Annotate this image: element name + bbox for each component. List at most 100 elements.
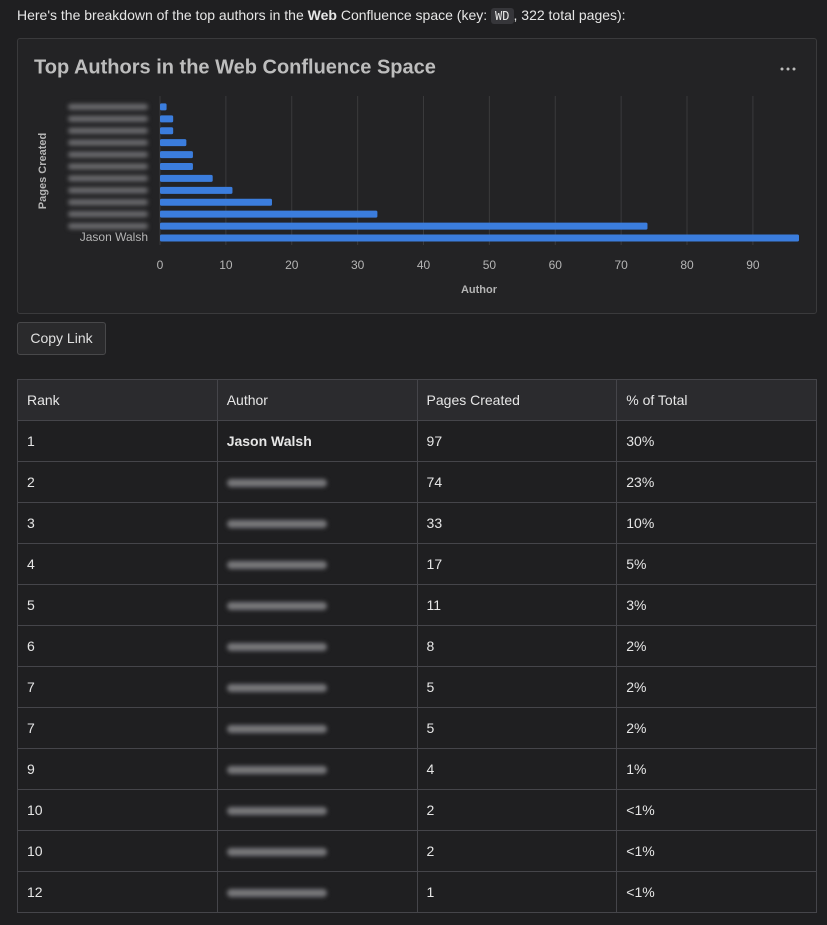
cell-text: 2% [626,638,647,654]
cell-text: 9 [27,761,35,777]
blurred-label [68,211,148,218]
blurred-text [226,561,327,570]
table-cell: 23% [616,461,817,503]
x-axis-label: Author [461,284,498,296]
blurred-label [68,115,148,122]
intro-part: Here's the breakdown of the top authors … [17,7,308,23]
table-row: 7 5 2% [17,666,817,708]
y-tick-label: Jason Walsh [80,230,148,244]
cell-text: 10 [27,843,43,859]
table-row: 6 8 2% [17,625,817,667]
table-cell: 74 [416,461,618,503]
table-cell: 8 [416,625,618,667]
table-cell: 3 [17,502,218,544]
table-cell: 2 [17,461,218,503]
table-cell: 2% [616,625,817,667]
intro-text: Here's the breakdown of the top authors … [17,7,626,24]
blurred-label [68,175,148,182]
table-cell [216,871,418,913]
bar [160,174,213,182]
table-cell: 10 [17,789,218,831]
x-tick-label: 70 [614,258,628,272]
table-cell: <1% [616,871,817,913]
x-tick-label: 40 [417,258,431,272]
bar [160,103,167,111]
table-cell [216,707,418,749]
cell-text: 1 [426,884,435,900]
table-cell: 11 [416,584,618,626]
x-tick-label: 20 [285,258,299,272]
table-row: 7 5 2% [17,707,817,749]
chart: Top Authors in the Web Confluence Space … [34,56,799,296]
table-cell: 1 [416,871,618,913]
table-row: 3 33 10% [17,502,817,544]
table-row: 2 74 23% [17,461,817,503]
table-cell [216,666,418,708]
table-cell: 2 [416,789,618,831]
cell-text: 1 [27,433,35,449]
table-cell: 5 [416,666,618,708]
bar [160,151,193,159]
cell-text: 2 [426,802,435,818]
blurred-label [68,199,148,206]
x-tick-label: 60 [549,258,563,272]
cell-text: 74 [426,474,443,490]
table-cell: 5 [416,707,618,749]
x-tick-label: 0 [157,258,164,272]
cell-text: 2% [626,720,647,736]
blurred-label [68,127,148,134]
table-cell: 2% [616,666,817,708]
table-row: 12 1 <1% [17,871,817,913]
cell-text: 6 [27,638,35,654]
intro-part: Confluence space (key: [336,7,492,23]
bar [160,163,193,170]
menu-icon[interactable] [780,67,796,71]
table-cell: 17 [416,543,618,585]
table-cell [216,748,418,790]
table-cell: 7 [17,666,218,708]
table-row: 1 Jason Walsh 97 30% [17,420,817,462]
cell-text: 8 [426,638,435,654]
blurred-label [68,151,148,158]
table-cell: Jason Walsh [216,420,418,462]
table: Rank Author Pages Created% of Total 1 Jason … [17,379,817,913]
x-tick-label: 80 [680,258,694,272]
table-cell [216,830,418,872]
table-cell [216,789,418,831]
blurred-text [226,643,327,652]
table-cell: 4 [416,748,618,790]
cell-text: 5 [426,720,435,736]
table-body: 1 Jason Walsh 97 30% 2 74 23% 3 33 10% 4 17 5% 5 11 3% 6… [17,420,817,913]
table-cell: 9 [17,748,218,790]
table-cell: 4 [17,543,218,585]
bar [160,222,648,230]
column-header: Pages Created [416,379,618,421]
cell-text: 11 [426,597,442,613]
blurred-text [226,848,327,857]
blurred-label [68,187,148,194]
blurred-text [226,520,327,529]
table-cell: 3% [616,584,817,626]
blurred-label [68,223,148,230]
table-cell: 2% [616,707,817,749]
table-cell: 12 [17,871,218,913]
cell-text: 7 [27,679,35,695]
intro-bold: Web [307,7,337,23]
blurred-text [226,479,327,488]
table-cell [216,502,418,544]
blurred-text [226,766,327,775]
cell-text: 97 [426,433,443,449]
cell-text: 3% [626,597,647,613]
table-row: 10 2 <1% [17,789,817,831]
cell-text: 4 [27,556,35,572]
table-cell: 10 [17,830,218,872]
chart-title: Top Authors in the Web Confluence Space [34,56,436,78]
cell-text: 10% [626,515,655,531]
copy-link-button[interactable]: Copy Link [17,322,106,355]
x-tick-label: 90 [746,258,760,272]
bar [160,210,378,218]
table-cell: 6 [17,625,218,667]
table-cell [216,543,418,585]
cell-text: 5% [626,556,647,572]
